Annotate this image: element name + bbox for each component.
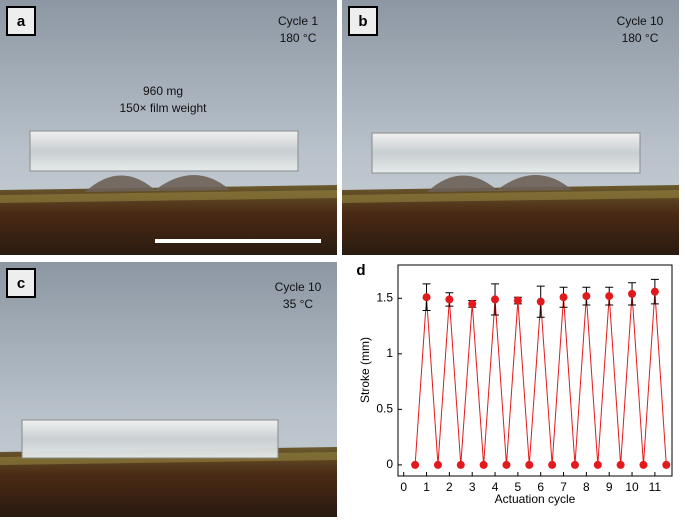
data-point [433, 460, 442, 469]
panel-label: d [356, 262, 365, 279]
x-tick-label: 4 [492, 480, 499, 494]
data-point [479, 460, 488, 469]
panel-label: b [358, 13, 367, 30]
panel-label: c [17, 275, 25, 292]
data-point [616, 460, 625, 469]
scale-bar [155, 239, 321, 243]
cycle-text: Cycle 10 [275, 280, 322, 294]
panel-b: b Cycle 10 180 °C [342, 0, 679, 255]
x-tick-label: 2 [446, 480, 453, 494]
data-point [491, 295, 500, 304]
crystal [21, 419, 279, 459]
panel-c: c Cycle 10 35 °C [0, 262, 337, 517]
x-tick-label: 3 [469, 480, 476, 494]
data-point [502, 460, 511, 469]
note-text: 150× film weight [119, 101, 207, 115]
panel-a: a Cycle 1 180 °C 960 mg 150× film weight [0, 0, 337, 255]
y-tick-label: 1.5 [376, 290, 393, 304]
data-point [639, 460, 648, 469]
data-point [548, 460, 557, 469]
y-tick-label: 0 [386, 457, 393, 471]
x-tick-label: 11 [649, 480, 662, 494]
data-point [411, 460, 420, 469]
y-tick-label: 0.5 [376, 402, 393, 416]
data-point [525, 460, 534, 469]
x-tick-label: 8 [583, 480, 590, 494]
data-point [662, 460, 671, 469]
data-point [593, 460, 602, 469]
x-tick-label: 7 [560, 480, 567, 494]
panel-label: a [17, 13, 26, 30]
x-tick-label: 10 [625, 480, 639, 494]
data-point [468, 299, 477, 308]
chart: d Actuation cycle Stroke (mm) 0 0.5 1 1.5 0 1… [356, 262, 673, 506]
x-tick-label: 0 [400, 480, 407, 494]
y-axis-label: Stroke (mm) [358, 337, 372, 403]
data-point [559, 293, 568, 302]
data-point [536, 297, 545, 306]
x-tick-label: 5 [515, 480, 522, 494]
y-tick-label: 1 [386, 346, 393, 360]
temp-text: 180 °C [622, 31, 659, 45]
cycle-text: Cycle 10 [617, 14, 664, 28]
cycle-text: Cycle 1 [278, 14, 318, 28]
data-point [650, 287, 659, 296]
data-point [456, 460, 465, 469]
data-point [628, 289, 637, 298]
temp-text: 35 °C [283, 297, 313, 311]
crystal [371, 132, 641, 174]
data-point [582, 292, 591, 301]
data-point [422, 293, 431, 302]
data-point [605, 292, 614, 301]
note-text: 960 mg [143, 84, 183, 98]
x-tick-label: 1 [423, 480, 430, 494]
data-point [513, 296, 522, 305]
x-tick-label: 6 [537, 480, 544, 494]
data-point [570, 460, 579, 469]
crystal [29, 130, 299, 172]
x-axis-label: Actuation cycle [495, 492, 576, 506]
x-tick-label: 9 [606, 480, 613, 494]
data-point [445, 295, 454, 304]
temp-text: 180 °C [280, 31, 317, 45]
mounds [85, 175, 230, 192]
